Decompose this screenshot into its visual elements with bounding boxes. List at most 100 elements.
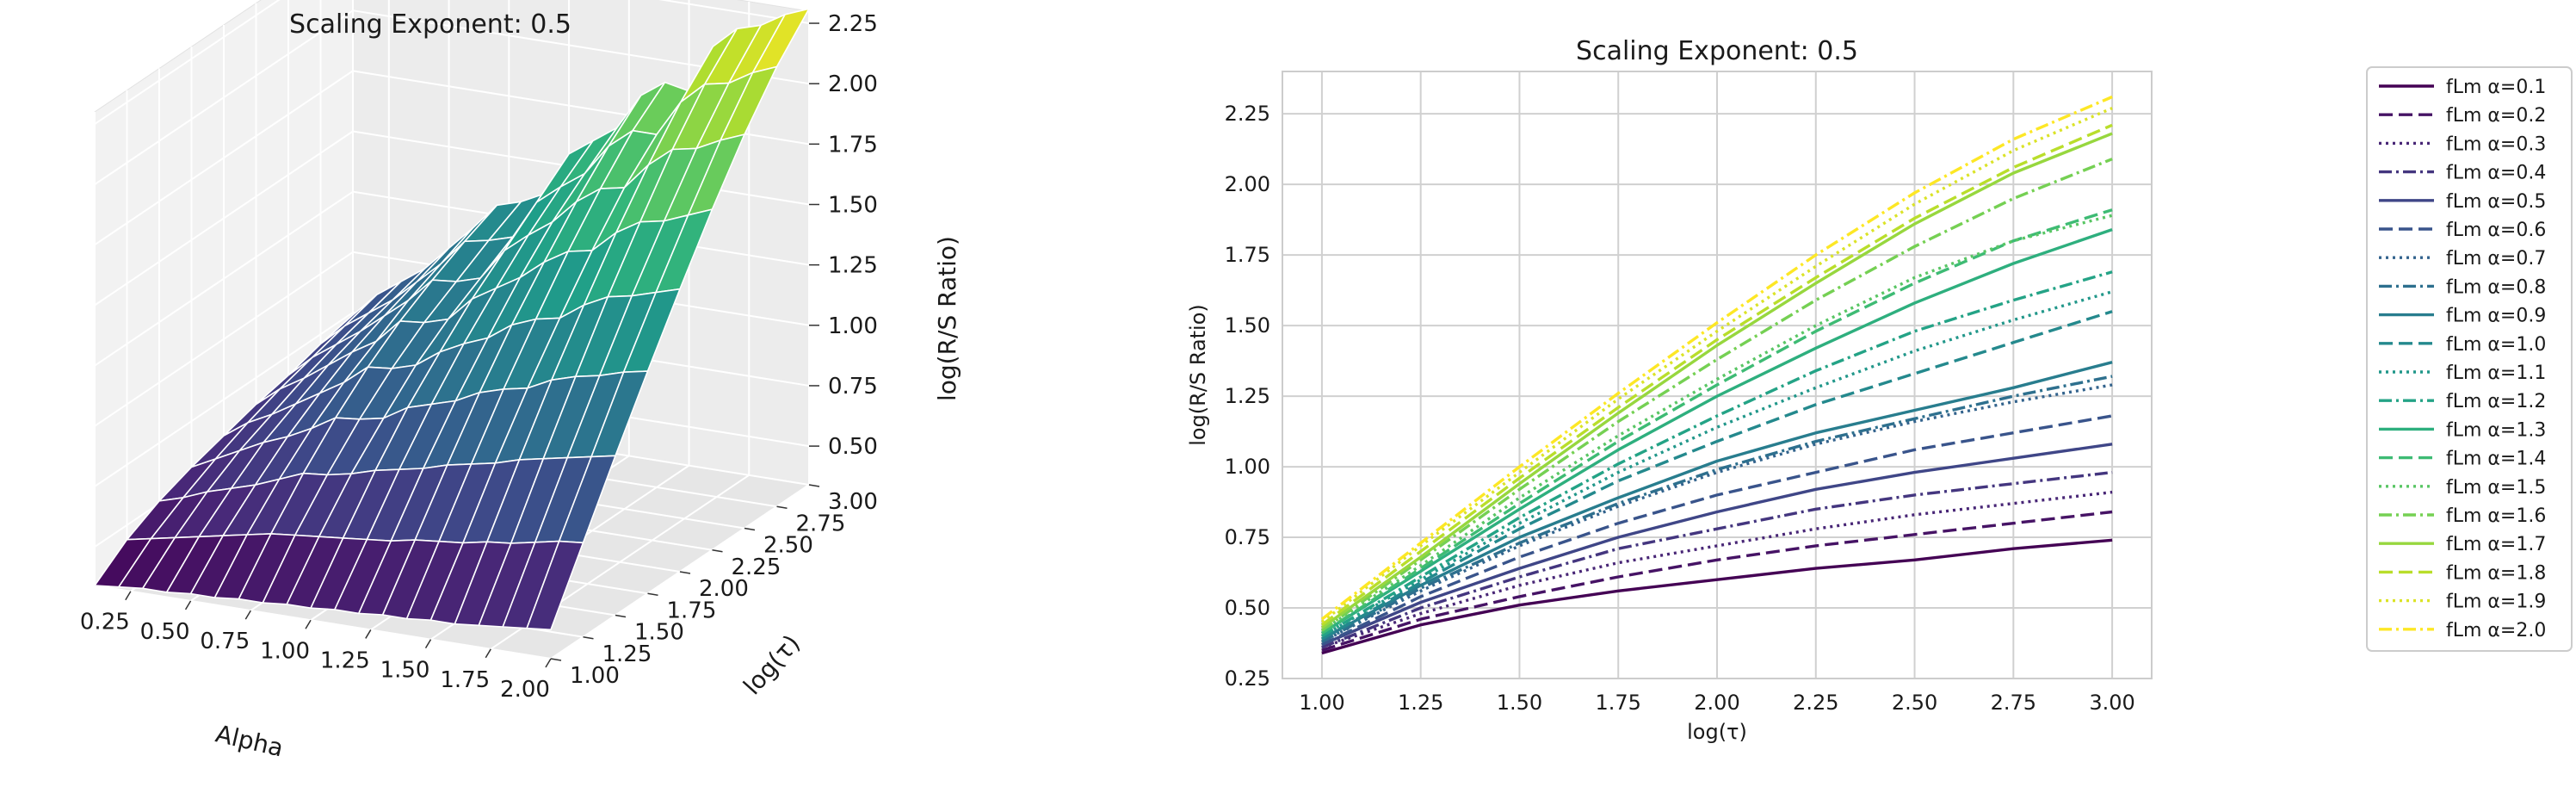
line-chart-frame [1282, 71, 2153, 679]
series-line [1321, 361, 2113, 641]
x-tick-mark [305, 619, 312, 629]
z-tick-label: 1.75 [828, 132, 878, 158]
series-line [1321, 270, 2113, 638]
line-chart-panel: 1.00 1.25 1.50 1.75 2.00 2.25 2.50 2.75 3.00 0.25… [1186, 36, 2153, 744]
y-tick-label: 1.75 [1225, 243, 1270, 267]
x-tick-label: 0.50 [140, 619, 190, 645]
x-tick-label: 1.50 [1497, 691, 1542, 715]
axes-3d-ticks: 0.25 0.50 0.75 1.00 1.25 1.50 1.75 2.001.001.25… [80, 11, 878, 703]
y-tick-label: 1.00 [570, 663, 620, 689]
y-tick-label: 0.25 [1225, 666, 1270, 691]
y-tick-mark [583, 636, 594, 640]
x-tick-label: 1.25 [1398, 691, 1443, 715]
x-tick-label: 2.00 [1694, 691, 1739, 715]
legend-label: fLm α=1.4 [2446, 449, 2546, 470]
legend-label: fLm α=1.0 [2446, 334, 2546, 356]
legend-label: fLm α=0.7 [2446, 248, 2546, 270]
legend-label: fLm α=0.9 [2446, 306, 2546, 327]
y-tick-mark [744, 527, 756, 531]
z-tick-label: 1.25 [828, 253, 878, 279]
legend-label: fLm α=0.8 [2446, 276, 2546, 298]
x-tick-label: 2.75 [1991, 691, 2036, 715]
y-tick-label: 1.50 [1225, 313, 1270, 338]
series-line [1320, 107, 2113, 623]
legend-label: fLm α=1.6 [2446, 505, 2546, 527]
series-line [1321, 510, 2113, 652]
y-tick-label: 1.50 [634, 620, 684, 646]
y-tick-mark [712, 549, 723, 553]
y-tick-mark [615, 614, 627, 618]
z-tick-label: 1.00 [828, 313, 878, 339]
y-tick-label: 2.00 [699, 576, 749, 602]
line-chart-ticks: 1.00 1.25 1.50 1.75 2.00 2.25 2.50 2.75 3.00 0.25… [1225, 102, 2135, 715]
legend-label: fLm α=0.3 [2446, 133, 2546, 155]
left-gridline [94, 130, 354, 307]
legend-label: fLm α=1.5 [2446, 477, 2546, 499]
y-tick-mark [776, 505, 788, 509]
line-chart-series [1320, 95, 2113, 655]
legend-label: fLm α=1.7 [2446, 534, 2546, 555]
series-line [1321, 414, 2113, 647]
x-tick-label: 1.75 [440, 667, 490, 693]
x-tick-label: 2.25 [1793, 691, 1838, 715]
y-tick-label: 1.75 [667, 598, 717, 623]
y-tick-mark [647, 592, 658, 596]
series-line [1320, 158, 2113, 632]
z-tick-label: 2.00 [828, 71, 878, 97]
y-tick-label: 1.25 [1225, 384, 1270, 408]
floor-gridline [94, 585, 552, 660]
y-tick-label: 1.25 [602, 641, 652, 667]
legend-label: fLm α=0.4 [2446, 163, 2546, 184]
y-tick-mark [679, 571, 691, 574]
series-line [1320, 227, 2113, 635]
y-tick-label: 1.00 [1225, 455, 1270, 479]
back-gridline [658, 0, 810, 25]
legend-label: fLm α=2.0 [2446, 620, 2546, 641]
z-tick-label: 0.75 [828, 374, 878, 400]
x-tick-label: 3.00 [2089, 691, 2134, 715]
legend-label: fLm α=1.1 [2446, 363, 2546, 384]
left-gridline [94, 251, 354, 427]
series-line [1320, 214, 2113, 632]
y-tick-label: 0.50 [1225, 596, 1270, 620]
series-line [1320, 208, 2113, 635]
series-line [1320, 95, 2113, 621]
legend-label: fLm α=1.2 [2446, 391, 2546, 412]
x-tick-label: 0.25 [80, 610, 130, 635]
series-line [1320, 123, 2113, 627]
x-tick-label: 2.50 [1892, 691, 1937, 715]
x-tick-label: 0.75 [200, 629, 250, 654]
series-line [1321, 470, 2113, 649]
x-tick-label: 1.25 [320, 648, 370, 673]
x-tick-label: 2.00 [500, 677, 550, 703]
legend-label: fLm α=0.2 [2446, 105, 2546, 127]
series-line [1321, 443, 2113, 647]
x-tick-label: 1.00 [1299, 691, 1344, 715]
y-tick-label: 2.25 [1225, 102, 1270, 126]
legend-frame [2366, 66, 2573, 652]
surface-y-label: log(τ) [738, 629, 806, 701]
line-chart-x-label: log(τ) [1687, 720, 1747, 744]
x-tick-mark [424, 639, 432, 649]
left-gridline [94, 190, 354, 367]
series-line [1320, 132, 2113, 629]
x-tick-label: 1.75 [1596, 691, 1641, 715]
surface-3d [94, 8, 810, 631]
left-gridline [94, 9, 354, 186]
line-chart-title: Scaling Exponent: 0.5 [1576, 36, 1858, 66]
y-tick-mark [808, 484, 820, 487]
x-tick-label: 1.00 [260, 638, 310, 664]
x-tick-mark [545, 658, 552, 668]
left-gridline [94, 312, 354, 487]
legend: fLm α=0.1 fLm α=0.2 fLm α=0.3 fLm α=0.4 fLm … [2366, 66, 2573, 652]
z-tick-label: 1.50 [828, 192, 878, 218]
x-tick-label: 1.50 [380, 658, 430, 684]
y-tick-label: 3.00 [828, 489, 878, 515]
y-tick-label: 2.25 [732, 555, 781, 580]
legend-label: fLm α=0.6 [2446, 220, 2546, 241]
x-tick-mark [184, 600, 192, 610]
line-chart-grid [1282, 71, 2152, 679]
y-tick-label: 0.75 [1225, 525, 1270, 549]
left-gridline [94, 70, 354, 246]
